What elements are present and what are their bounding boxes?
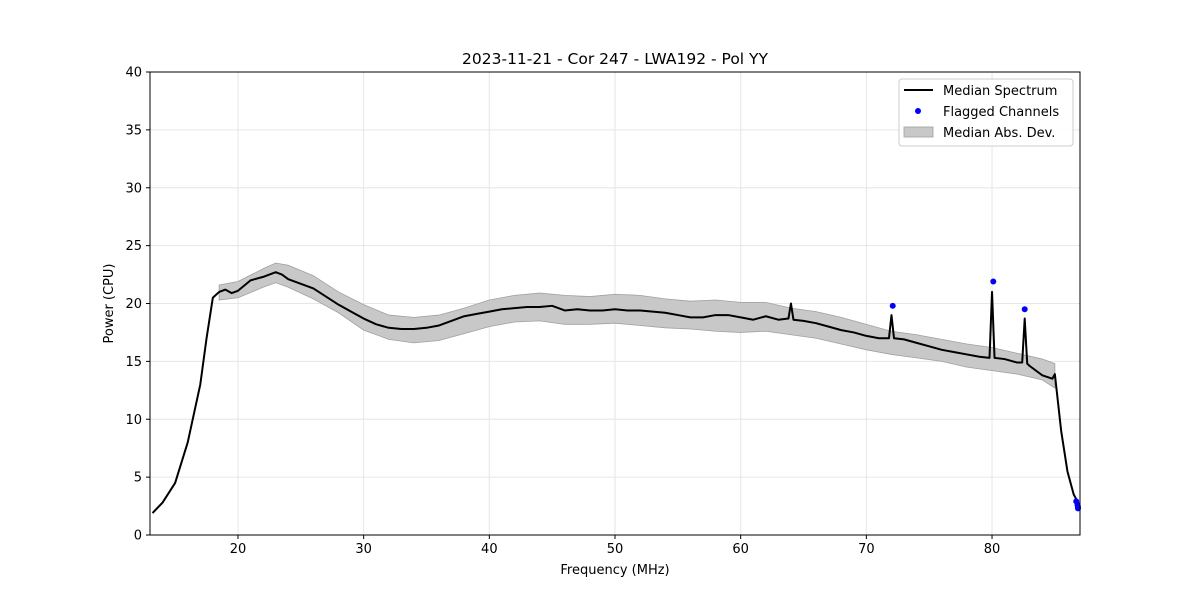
y-tick-label: 35 xyxy=(125,123,142,138)
legend-box xyxy=(898,78,1074,147)
x-axis-label: Frequency (MHz) xyxy=(560,563,669,578)
y-axis-ticks: 0 5 10 15 20 25 30 35 40 xyxy=(125,66,150,544)
legend-label-mad: Median Abs. Dev. xyxy=(943,126,1055,141)
legend-label-flagged: Flagged Channels xyxy=(943,105,1059,120)
y-tick-label: 10 xyxy=(125,413,142,428)
x-tick-label: 40 xyxy=(481,542,498,557)
mad-band-area xyxy=(218,262,1056,389)
chart-title: 2023-11-21 - Cor 247 - LWA192 - Pol YY xyxy=(462,50,768,68)
legend-label-median: Median Spectrum xyxy=(943,84,1057,99)
median-line xyxy=(151,271,1081,514)
grid-lines xyxy=(150,71,1080,536)
y-tick-label: 30 xyxy=(125,181,142,196)
mad-band xyxy=(218,262,1056,389)
y-tick-label: 25 xyxy=(125,239,142,254)
x-tick-label: 70 xyxy=(858,542,875,557)
flagged-channel-point xyxy=(889,302,896,309)
flagged-channel-point xyxy=(1021,306,1028,313)
legend: Median Spectrum Flagged Channels Median … xyxy=(898,78,1074,147)
legend-swatch-flagged xyxy=(915,108,921,114)
y-tick-label: 0 xyxy=(134,529,142,544)
median-spectrum-line xyxy=(151,271,1081,514)
flagged-channel-point xyxy=(990,278,997,285)
x-tick-label: 60 xyxy=(732,542,749,557)
y-axis-label: Power (CPU) xyxy=(102,263,117,343)
flagged-points xyxy=(889,278,1081,512)
y-tick-label: 40 xyxy=(125,66,142,81)
x-tick-label: 20 xyxy=(230,542,247,557)
x-axis-ticks: 20 30 40 50 60 70 80 xyxy=(230,535,1001,557)
x-tick-label: 30 xyxy=(355,542,372,557)
x-tick-label: 50 xyxy=(607,542,624,557)
y-tick-label: 15 xyxy=(125,355,142,370)
y-tick-label: 5 xyxy=(134,471,142,486)
legend-swatch-mad xyxy=(903,126,934,138)
x-tick-label: 80 xyxy=(984,542,1001,557)
y-tick-label: 20 xyxy=(125,297,142,312)
